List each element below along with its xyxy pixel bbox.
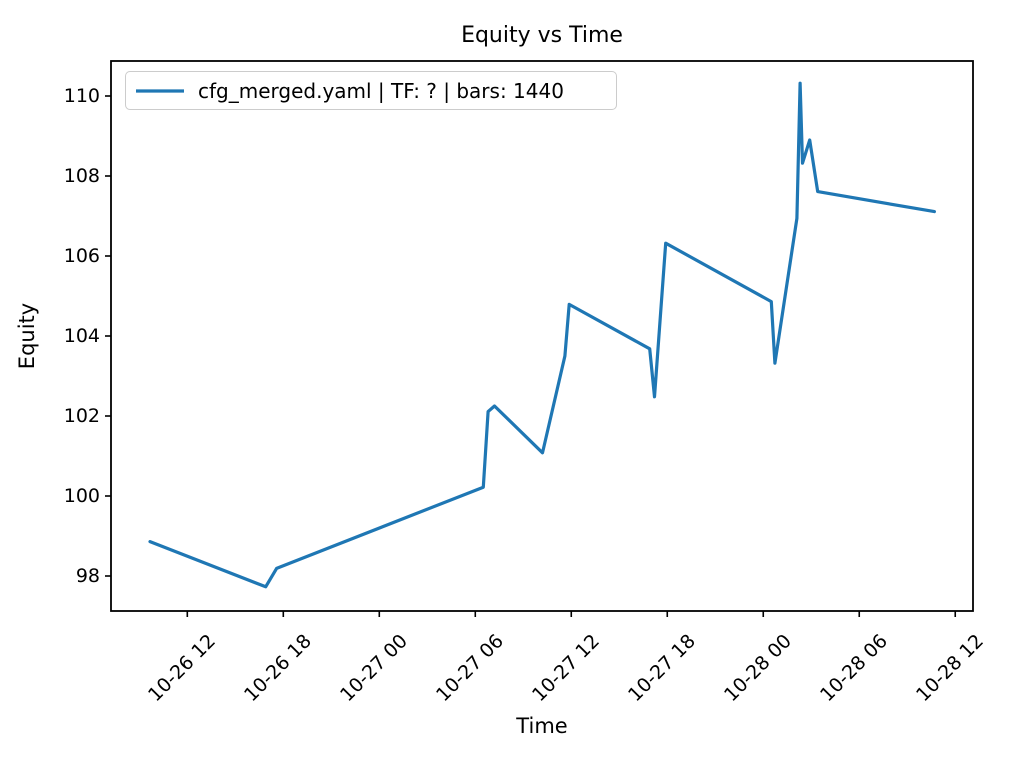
legend: cfg_merged.yaml | TF: ? | bars: 1440 [125,71,617,110]
y-tick-label: 98 [75,565,100,587]
chart-title: Equity vs Time [461,23,623,48]
y-tick-label: 110 [63,85,100,107]
y-tick-label: 106 [63,245,100,267]
equity-line [148,81,937,589]
y-tick-label: 104 [63,325,100,347]
y-tick-label: 102 [63,405,100,427]
y-axis-label: Equity [15,302,39,370]
legend-label: cfg_merged.yaml | TF: ? | bars: 1440 [198,78,564,103]
y-tick-label: 108 [63,165,100,187]
x-axis-label: Time [516,714,568,738]
y-tick-label: 100 [63,485,100,507]
axes-spines [110,60,974,612]
legend-line-swatch [136,88,184,93]
